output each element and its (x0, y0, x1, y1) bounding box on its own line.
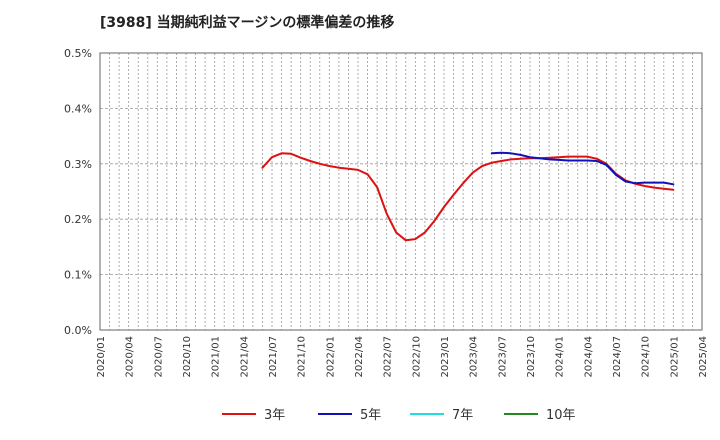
x-tick-label: 2022/01 (325, 336, 336, 378)
x-tick-label: 2023/01 (440, 336, 451, 378)
x-tick-label: 2025/04 (698, 336, 709, 378)
y-tick-label: 0.0% (64, 324, 92, 337)
legend-label: 3年 (264, 408, 285, 423)
x-tick-label: 2025/01 (669, 336, 680, 378)
y-tick-label: 0.2% (64, 213, 92, 226)
x-tick-label: 2021/04 (239, 336, 250, 378)
x-tick-label: 2023/04 (469, 336, 480, 378)
x-tick-label: 2022/04 (354, 336, 365, 378)
x-tick-label: 2024/07 (612, 336, 623, 378)
legend-label: 5年 (360, 408, 381, 423)
series-line-3年 (261, 152, 675, 242)
x-tick-label: 2020/04 (125, 336, 136, 378)
legend-label: 10年 (546, 408, 576, 423)
y-tick-label: 0.5% (64, 47, 92, 60)
x-tick-label: 2023/10 (526, 336, 537, 378)
x-tick-label: 2024/10 (641, 336, 652, 378)
chart-title: [3988] 当期純利益マージンの標準偏差の推移 (100, 15, 395, 31)
x-tick-label: 2021/07 (268, 336, 279, 378)
x-tick-label: 2020/01 (96, 336, 107, 378)
series-line-5年 (490, 151, 675, 186)
plot-area (100, 53, 702, 330)
x-tick-label: 2024/04 (583, 336, 594, 378)
x-tick-label: 2024/01 (555, 336, 566, 378)
x-tick-label: 2021/10 (297, 336, 308, 378)
x-tick-label: 2022/07 (383, 336, 394, 378)
x-tick-label: 2021/01 (211, 336, 222, 378)
x-tick-label: 2020/07 (153, 336, 164, 378)
y-tick-label: 0.1% (64, 269, 92, 282)
plot-frame (99, 52, 703, 331)
x-tick-label: 2023/07 (497, 336, 508, 378)
y-tick-label: 0.4% (64, 102, 92, 115)
y-tick-label: 0.3% (64, 158, 92, 171)
legend-label: 7年 (452, 408, 473, 423)
x-tick-label: 2020/10 (182, 336, 193, 378)
x-tick-label: 2022/10 (411, 336, 422, 378)
